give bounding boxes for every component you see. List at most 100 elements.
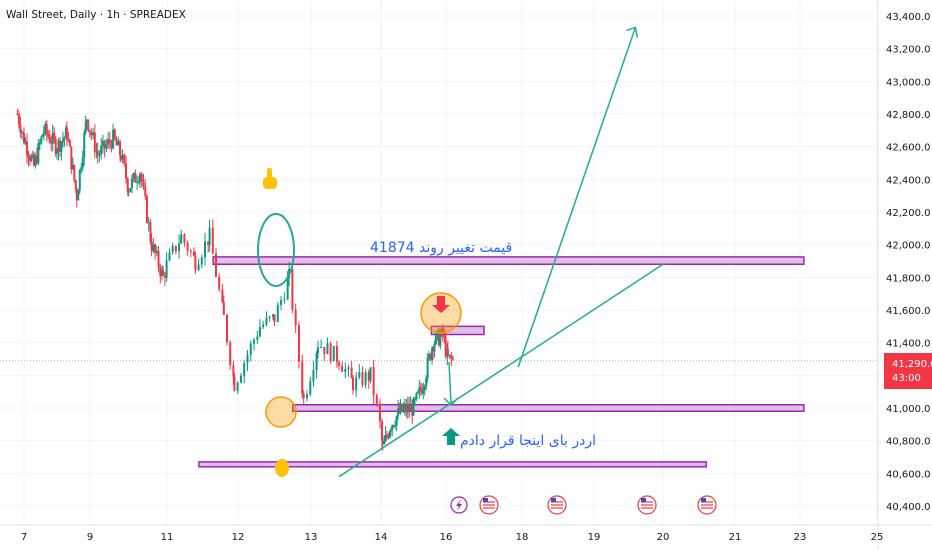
candle-body bbox=[380, 421, 383, 441]
y-tick-label: 42,200.0 bbox=[886, 208, 931, 219]
candle-body bbox=[446, 348, 449, 356]
candle-body bbox=[67, 139, 70, 141]
candle-body bbox=[25, 141, 28, 155]
candle-body bbox=[163, 275, 166, 278]
candle-body bbox=[389, 430, 392, 432]
x-axis: 7 9 11 12 13 14 16 18 19 20 21 23 25 bbox=[21, 532, 884, 543]
candle-body bbox=[35, 155, 38, 164]
candle-body bbox=[88, 130, 91, 133]
trend-arrowhead bbox=[626, 26, 639, 38]
candle-body bbox=[433, 344, 436, 352]
candle-body bbox=[157, 251, 160, 268]
candle-body bbox=[422, 390, 425, 394]
annotation-top-text: قیمت تغییر روند 41874 bbox=[370, 240, 512, 256]
candle-body bbox=[218, 276, 221, 290]
x-tick-label: 19 bbox=[588, 532, 601, 543]
candle-body bbox=[81, 157, 84, 168]
candle-body bbox=[38, 142, 41, 144]
candle-body bbox=[130, 178, 133, 189]
candle-body bbox=[448, 354, 451, 356]
candle-body bbox=[32, 154, 35, 166]
annotation-bottom-text: اردر بای اینجا قرار دادم bbox=[460, 433, 596, 449]
y-tick-label: 40,600.0 bbox=[886, 469, 931, 480]
candle-body bbox=[444, 337, 447, 357]
candle-body bbox=[107, 139, 110, 145]
candle-body bbox=[61, 139, 64, 142]
candle-body bbox=[375, 395, 378, 404]
candle-body bbox=[103, 140, 106, 149]
candle-body bbox=[47, 134, 50, 137]
candle-body bbox=[84, 121, 87, 133]
candle-body bbox=[27, 154, 30, 158]
candle-body bbox=[294, 309, 297, 326]
candle-body bbox=[108, 139, 111, 143]
candle-body bbox=[384, 434, 387, 442]
candle-body bbox=[24, 141, 27, 144]
x-tick-label: 9 bbox=[87, 532, 93, 543]
pointing-hand-icon bbox=[263, 168, 277, 189]
candle-body bbox=[145, 196, 148, 223]
x-tick-label: 18 bbox=[516, 532, 529, 543]
candle-body bbox=[168, 252, 171, 261]
entry-arrow bbox=[443, 361, 459, 407]
candle-body bbox=[312, 370, 315, 382]
us-flag-icon bbox=[479, 495, 499, 515]
candle-body bbox=[78, 169, 81, 191]
candle-body bbox=[352, 378, 354, 391]
candle-body bbox=[23, 133, 25, 144]
candle-body bbox=[297, 325, 300, 362]
candle-body bbox=[214, 253, 217, 277]
candle-body bbox=[83, 132, 86, 158]
x-tick-label: 25 bbox=[871, 532, 884, 543]
candle-body bbox=[317, 347, 319, 353]
candle-body bbox=[408, 404, 411, 411]
candle-body bbox=[222, 301, 225, 315]
candle-body bbox=[65, 127, 68, 140]
candle-body bbox=[276, 304, 279, 323]
candle-body bbox=[413, 399, 416, 401]
y-tick-label: 43,000.0 bbox=[886, 77, 931, 88]
candle-body bbox=[127, 191, 130, 193]
candle-body bbox=[419, 387, 422, 391]
candle-body bbox=[63, 137, 66, 140]
candle-body bbox=[211, 227, 214, 254]
candle-body bbox=[262, 324, 265, 328]
candle-body bbox=[236, 382, 239, 391]
candle-body bbox=[147, 222, 150, 224]
candle-body bbox=[200, 257, 203, 265]
candle-body bbox=[329, 343, 332, 362]
candle-body bbox=[400, 403, 403, 412]
candle-body bbox=[320, 346, 323, 348]
candle-body bbox=[50, 142, 53, 144]
candle-body bbox=[17, 114, 20, 125]
candle-body bbox=[16, 114, 19, 115]
candle-body bbox=[249, 343, 252, 355]
candle-body bbox=[37, 143, 40, 164]
candle-body bbox=[323, 346, 326, 355]
candle-body bbox=[48, 136, 51, 143]
candle-body bbox=[93, 132, 96, 153]
candle-body bbox=[423, 386, 426, 391]
candle-body bbox=[53, 132, 56, 139]
candle-body bbox=[180, 234, 183, 244]
candle-body bbox=[20, 132, 23, 134]
price-tag-price: 41,290.0 bbox=[892, 359, 932, 370]
candle-body bbox=[372, 367, 375, 396]
candle-body bbox=[225, 314, 228, 343]
us-flag-icon bbox=[637, 495, 657, 515]
candle-body bbox=[22, 132, 25, 134]
candle-body bbox=[358, 372, 361, 378]
chart-title: Wall Street, Daily · 1h · SPREADEX bbox=[6, 9, 186, 21]
candle-body bbox=[425, 378, 428, 387]
y-tick-label: 42,000.0 bbox=[886, 241, 931, 252]
candle-body bbox=[399, 403, 402, 413]
price-tag-countdown: 43:00 bbox=[892, 373, 921, 384]
flag-canton bbox=[551, 498, 556, 502]
candle-body bbox=[77, 190, 80, 201]
candle-body bbox=[369, 367, 372, 381]
candle-body bbox=[361, 372, 364, 385]
candle-body bbox=[56, 151, 58, 154]
candle-body bbox=[256, 336, 259, 341]
candle-body bbox=[229, 342, 232, 366]
